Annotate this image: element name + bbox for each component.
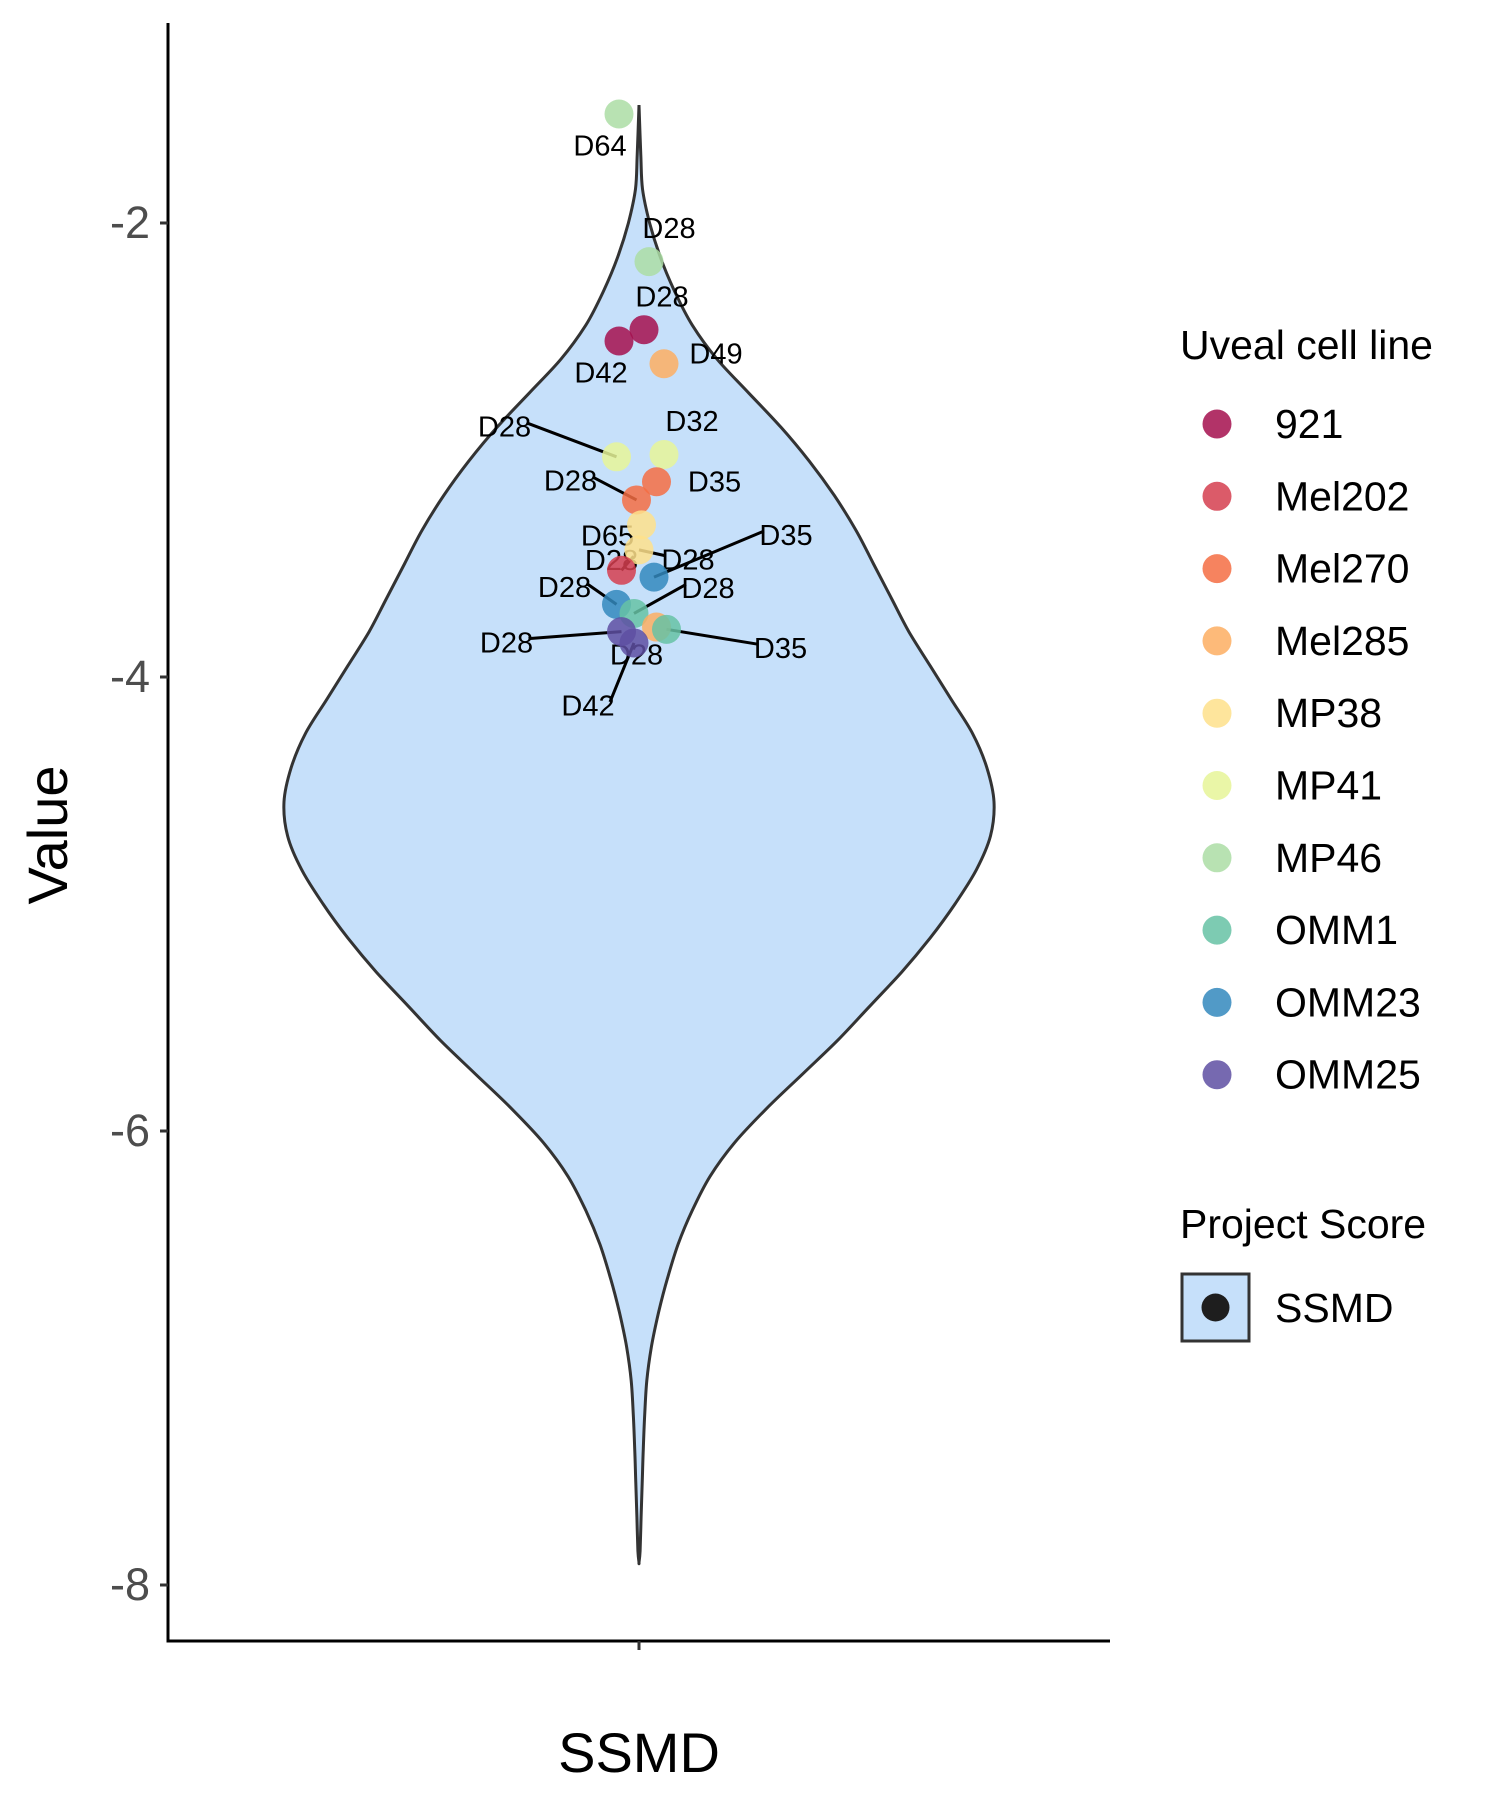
legend-key-point [1202,481,1232,511]
data-point [634,247,664,277]
data-point [629,315,659,345]
data-point [639,562,669,592]
legend-key-point [1202,409,1232,439]
data-point [602,442,631,472]
label-leader-line [525,421,618,459]
point-label: D49 [689,338,742,370]
legend-item-label: OMM25 [1275,1052,1421,1098]
point-label: D28 [642,213,695,245]
point-label: D28 [681,573,734,605]
legend-item-label: Mel270 [1275,546,1409,592]
legend-item-label: MP41 [1275,763,1382,809]
point-label: D28 [544,466,597,498]
label-leader-line [653,529,765,579]
data-point [622,485,651,515]
y-tick-label: -2 [110,197,150,248]
legend-key-point [1202,1060,1232,1090]
y-tick-label: -6 [110,1105,150,1156]
legend-item-label: SSMD [1275,1285,1393,1331]
point-label: D28 [538,572,591,604]
legend-key-violin [1180,1272,1251,1343]
legend-key-point [1202,915,1232,945]
point-label: D42 [574,358,627,390]
legend-key-point [1202,698,1232,728]
data-point [604,99,634,129]
legend-item-label: MP38 [1275,690,1382,736]
data-point [624,535,654,565]
plot-area: D64D28D28D42D49D28D32D35D28D65D28D28D35D… [282,99,996,1566]
legend-item-label: 921 [1275,401,1343,447]
data-point [652,614,681,644]
point-label: D35 [754,633,807,665]
point-label: D42 [561,691,614,723]
legend-key-dot [1201,1293,1230,1322]
legend-key-point [1202,554,1232,584]
point-label: D35 [759,520,812,552]
y-axis-title: Value [16,765,79,904]
y-tick-label: -4 [110,651,150,702]
axis-ticks: -2 -4 -6 -8 [110,197,641,1650]
data-point [627,510,656,540]
y-tick-label: -8 [110,1559,150,1610]
data-point [607,555,636,585]
legend-item-label: MP46 [1275,835,1382,881]
legend-key-point [1202,626,1232,656]
point-label: D64 [573,131,626,163]
x-axis-title: SSMD [558,1721,720,1784]
data-point [642,467,671,497]
data-points [602,99,681,658]
point-label: D35 [688,466,741,498]
data-point [649,440,679,470]
legend-item-label: OMM23 [1275,979,1421,1025]
point-label: D32 [665,406,718,438]
label-leader-line [666,627,759,646]
point-label: D28 [480,627,533,659]
data-point [649,349,679,379]
legend-item-label: Mel285 [1275,618,1409,664]
legend-key-point [1202,771,1232,800]
point-labels: D64D28D28D42D49D28D32D35D28D65D28D28D35D… [478,131,813,723]
point-label: D28 [635,281,688,313]
legend-title-project-score: Project Score [1180,1201,1426,1247]
point-label: D28 [478,411,531,443]
legend-key-point [1202,987,1232,1017]
data-point [604,326,634,356]
legend-key-point [1202,843,1232,873]
violin-shape [282,104,996,1566]
legend-title-cell-line: Uveal cell line [1180,322,1433,368]
legend-item-label: OMM1 [1275,907,1398,953]
legend: Uveal cell line 921 Mel202 Mel270 Mel285 MP38… [1180,322,1433,1343]
data-point [619,628,649,658]
label-leader-line [528,630,622,641]
legend-item-label: Mel202 [1275,473,1409,519]
